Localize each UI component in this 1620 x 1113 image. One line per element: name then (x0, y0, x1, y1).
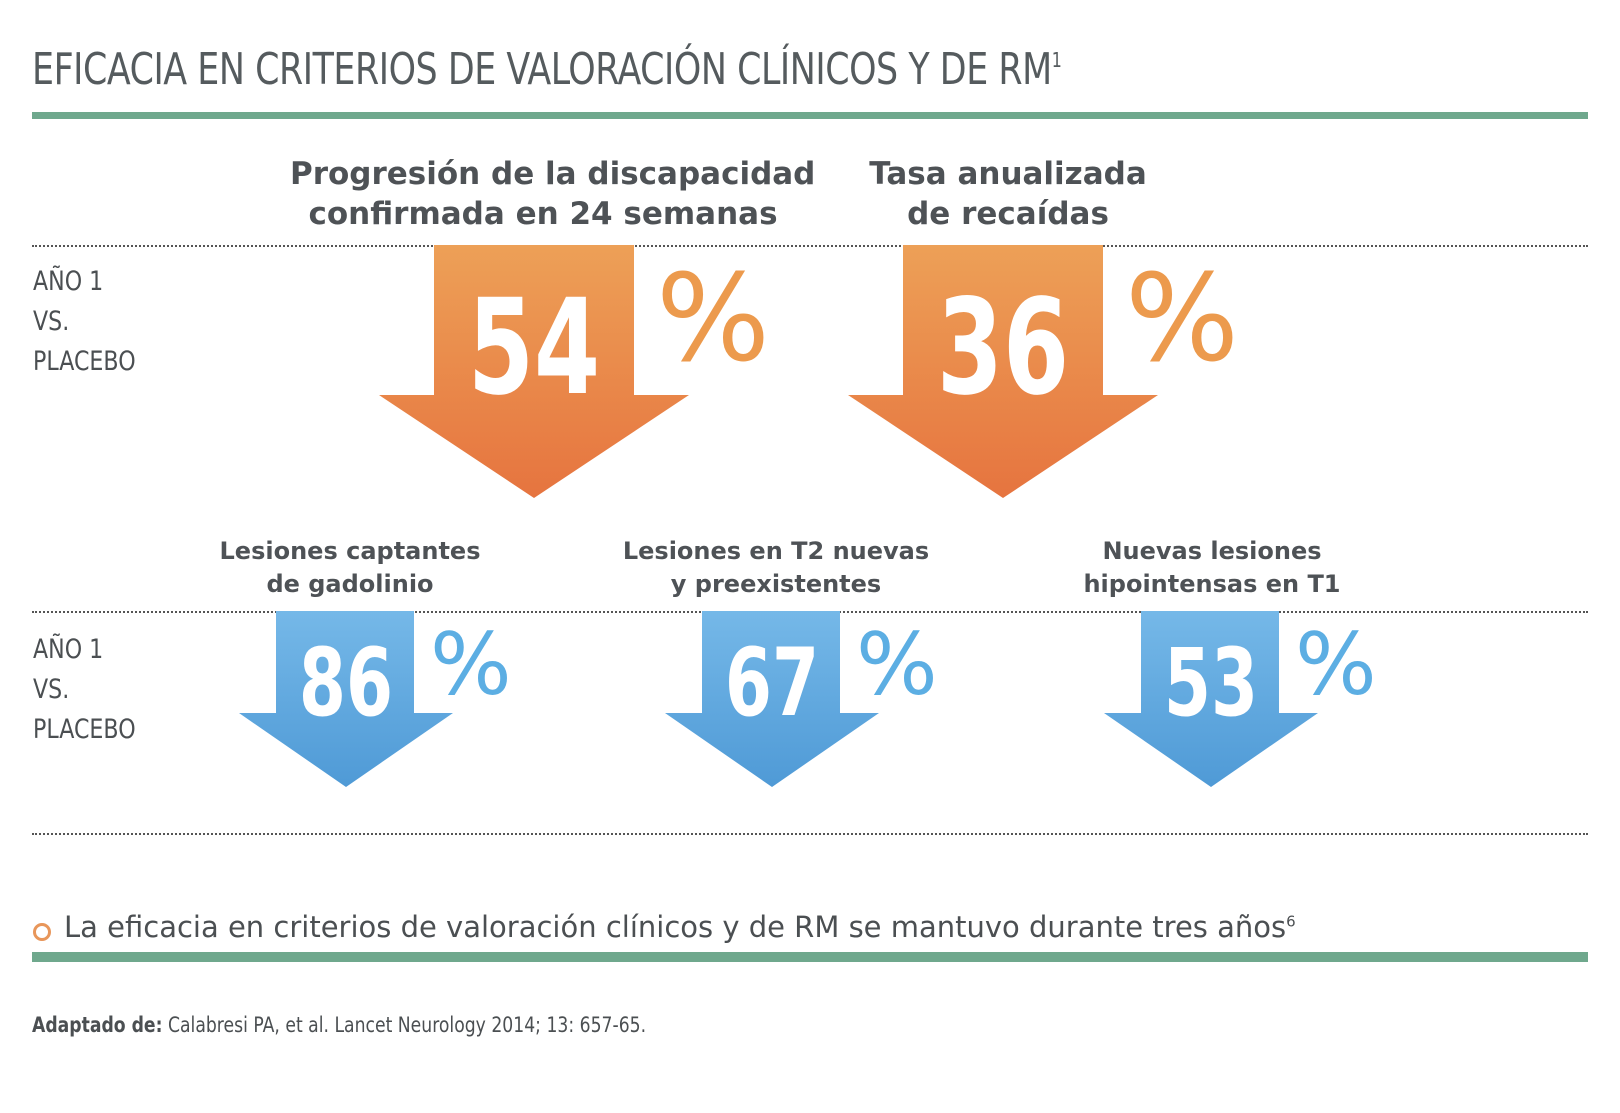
heading-line: confirmada en 24 semanas (308, 196, 778, 232)
heading-gadolinium: Lesiones captantes de gadolinio (200, 535, 500, 601)
source-text: Calabresi PA, et al. Lancet Neurology 20… (162, 1013, 647, 1037)
down-arrow-icon: 36 (848, 245, 1158, 498)
efficacy-note-text: La eficacia en criterios de valoración c… (64, 910, 1287, 944)
value-disability: 54 (468, 271, 600, 425)
heading-relapse-rate: Tasa anualizada de recaídas (858, 154, 1158, 234)
heading-t2-lesions: Lesiones en T2 nuevas y preexistentes (612, 535, 940, 601)
heading-line: hipointensas en T1 (1083, 570, 1341, 598)
page-title: EFICACIA EN CRITERIOS DE VALORACIÓN CLÍN… (32, 44, 1062, 95)
value-gadolinium: 86 (299, 629, 393, 738)
row-label-line: AÑO 1 (33, 634, 104, 665)
bottom-rule (32, 952, 1588, 962)
efficacy-note-superscript: 6 (1286, 912, 1296, 931)
percent-gadolinium: % (430, 615, 512, 715)
down-arrow-icon: 86 (239, 611, 453, 787)
blue-arrow-gadolinium: 86 (239, 611, 453, 788)
page-title-text: EFICACIA EN CRITERIOS DE VALORACIÓN CLÍN… (32, 44, 1052, 95)
heading-line: de recaídas (907, 196, 1109, 232)
row-label-line: VS. (33, 306, 70, 337)
percent-relapse: % (1125, 250, 1240, 389)
heading-line: Tasa anualizada (869, 156, 1147, 192)
value-t2: 67 (725, 629, 819, 738)
heading-line: y preexistentes (670, 570, 882, 598)
orange-arrow-disability: 54 (379, 245, 689, 500)
down-arrow-icon: 54 (379, 245, 689, 498)
heading-line: de gadolinio (266, 570, 434, 598)
heading-t1-lesions: Nuevas lesiones hipointensas en T1 (1062, 535, 1362, 601)
heading-line: Lesiones en T2 nuevas (622, 537, 930, 565)
percent-t1: % (1295, 615, 1377, 715)
divider-bottom (32, 833, 1588, 835)
row-label-line: VS. (33, 674, 70, 705)
orange-ring-bullet-icon (33, 923, 51, 941)
down-arrow-icon: 67 (665, 611, 879, 787)
page-title-superscript: 1 (1051, 48, 1062, 72)
percent-disability: % (656, 250, 771, 389)
efficacy-note: La eficacia en criterios de valoración c… (64, 910, 1296, 944)
source-citation: Adaptado de: Calabresi PA, et al. Lancet… (32, 1013, 646, 1037)
value-relapse: 36 (937, 271, 1069, 425)
down-arrow-icon: 53 (1104, 611, 1318, 787)
blue-arrow-t2: 67 (665, 611, 879, 788)
percent-t2: % (856, 615, 938, 715)
row-label-line: AÑO 1 (33, 266, 104, 297)
heading-line: Progresión de la discapacidad (290, 156, 816, 192)
value-t1: 53 (1164, 629, 1258, 738)
heading-line: Lesiones captantes (219, 537, 481, 565)
row-label-top: AÑO 1 VS. PLACEBO (33, 262, 136, 382)
divider-top (32, 245, 1588, 247)
row-label-line: PLACEBO (33, 714, 136, 745)
orange-arrow-relapse: 36 (848, 245, 1158, 500)
heading-line: Nuevas lesiones (1102, 537, 1322, 565)
row-label-bottom: AÑO 1 VS. PLACEBO (33, 630, 136, 750)
source-label: Adaptado de: (32, 1013, 163, 1037)
blue-arrow-t1: 53 (1104, 611, 1318, 788)
row-label-line: PLACEBO (33, 346, 136, 377)
heading-disability-progression: Progresión de la discapacidad confirmada… (290, 154, 816, 234)
top-rule (32, 112, 1588, 119)
